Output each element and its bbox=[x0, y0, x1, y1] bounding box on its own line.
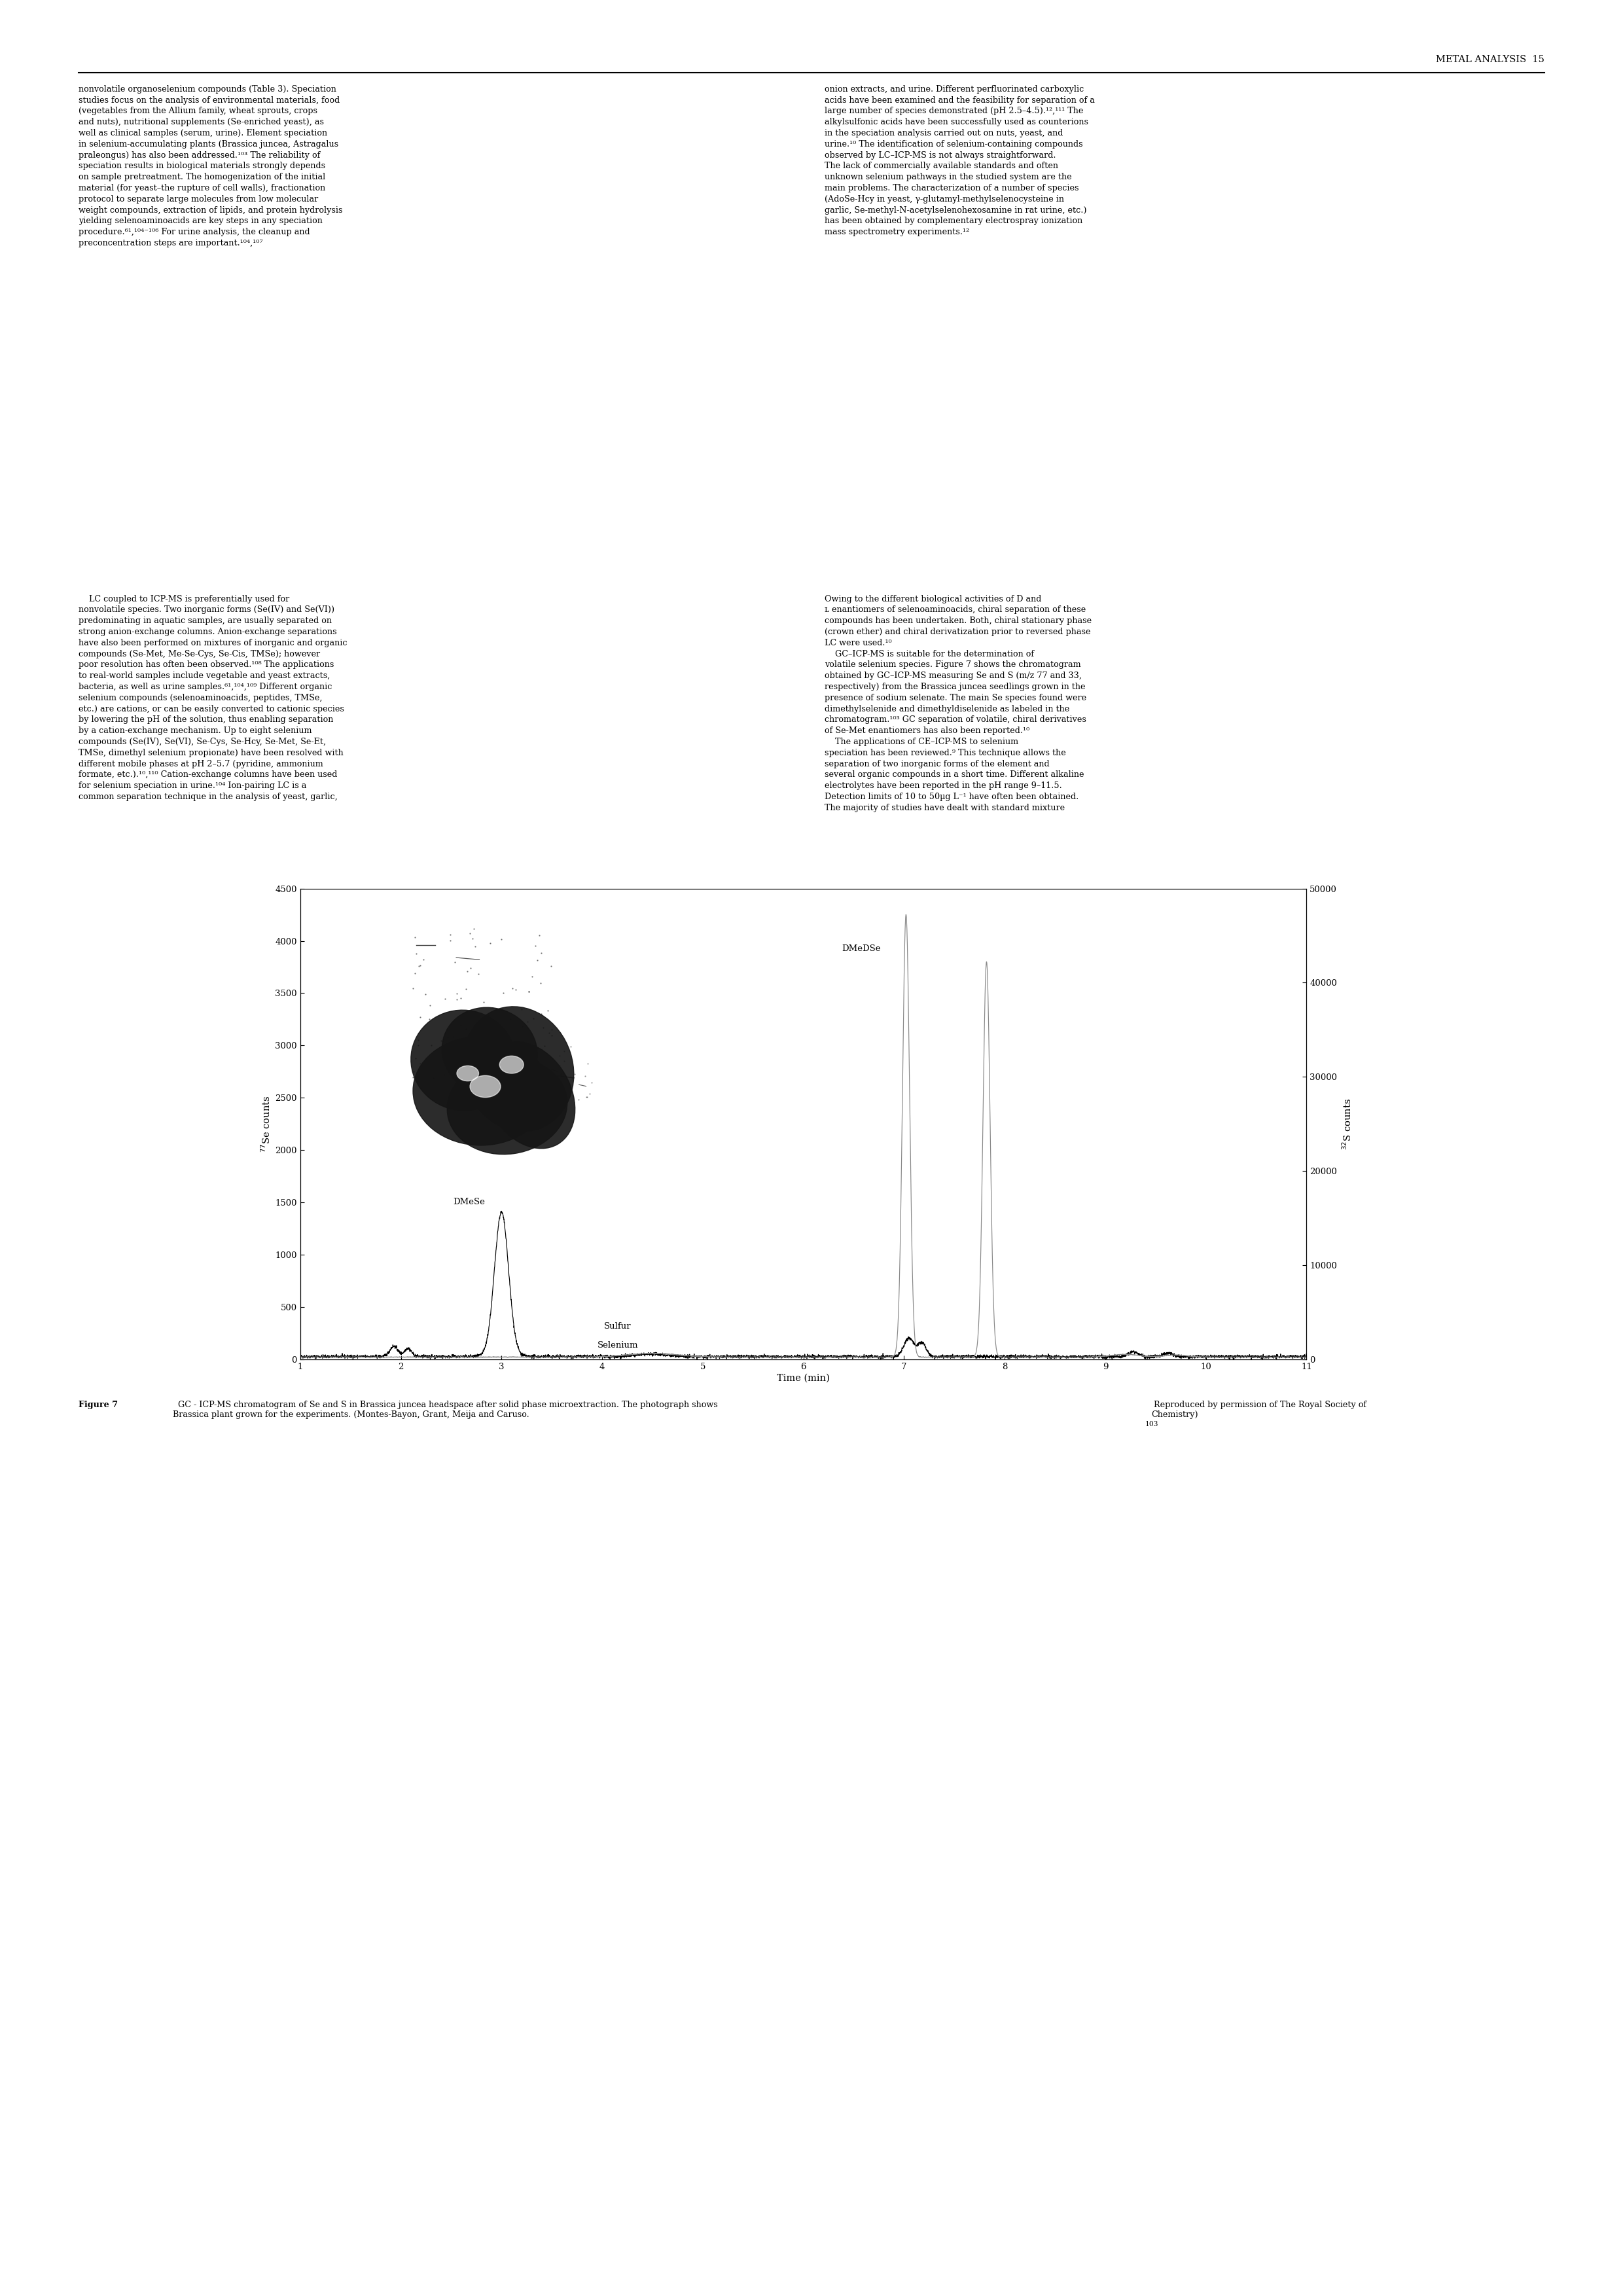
Ellipse shape bbox=[484, 1042, 575, 1148]
Ellipse shape bbox=[441, 1008, 537, 1095]
Text: nonvolatile organoselenium compounds (Table 3). Speciation
studies focus on the : nonvolatile organoselenium compounds (Ta… bbox=[78, 85, 342, 248]
Text: Sulfur: Sulfur bbox=[604, 1322, 631, 1329]
Y-axis label: $^{32}$S counts: $^{32}$S counts bbox=[1341, 1097, 1354, 1150]
Text: DMeDSe: DMeDSe bbox=[842, 944, 881, 953]
Text: Reproduced by permission of The Royal Society of
Chemistry): Reproduced by permission of The Royal So… bbox=[1151, 1401, 1367, 1419]
Text: DMeSe: DMeSe bbox=[453, 1199, 485, 1205]
Text: onion extracts, and urine. Different perfluorinated carboxylic
acids have been e: onion extracts, and urine. Different per… bbox=[824, 85, 1094, 236]
Ellipse shape bbox=[471, 1075, 500, 1097]
Ellipse shape bbox=[412, 1035, 549, 1146]
Text: METAL ANALYSIS  15: METAL ANALYSIS 15 bbox=[1436, 55, 1545, 64]
Ellipse shape bbox=[411, 1010, 516, 1111]
Text: Figure 7: Figure 7 bbox=[78, 1401, 118, 1410]
Text: Selenium: Selenium bbox=[597, 1341, 638, 1350]
Text: 103: 103 bbox=[1144, 1421, 1159, 1428]
Text: GC - ICP-MS chromatogram of Se and S in Brassica juncea headspace after solid ph: GC - ICP-MS chromatogram of Se and S in … bbox=[172, 1401, 717, 1419]
Ellipse shape bbox=[448, 1058, 566, 1155]
Text: Owing to the different biological activities of D and
ʟ enantiomers of selenoami: Owing to the different biological activi… bbox=[824, 595, 1092, 813]
Text: LC coupled to ICP-MS is preferentially used for
nonvolatile species. Two inorgan: LC coupled to ICP-MS is preferentially u… bbox=[78, 595, 347, 801]
Ellipse shape bbox=[456, 1065, 479, 1081]
Ellipse shape bbox=[500, 1056, 524, 1075]
Y-axis label: $^{77}$Se counts: $^{77}$Se counts bbox=[260, 1095, 273, 1153]
X-axis label: Time (min): Time (min) bbox=[777, 1373, 829, 1382]
Ellipse shape bbox=[463, 1006, 575, 1132]
